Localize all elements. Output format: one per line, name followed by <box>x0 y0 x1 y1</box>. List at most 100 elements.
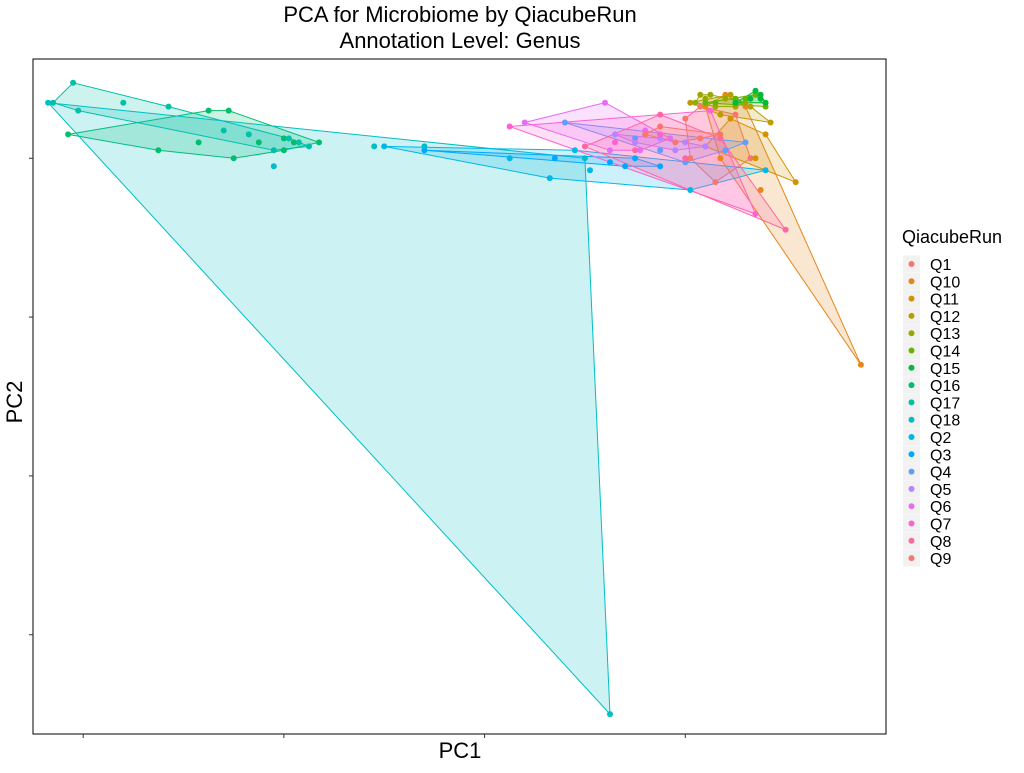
hull-q2 <box>384 145 766 191</box>
point-q9-2 <box>697 135 704 142</box>
point-q3-3 <box>657 163 664 170</box>
point-q4-0 <box>561 119 568 126</box>
legend-label-q10: Q10 <box>930 274 960 291</box>
point-q11-3 <box>762 131 769 138</box>
data-points <box>45 79 864 718</box>
legend-key-q13 <box>908 330 915 337</box>
point-q8-1 <box>581 143 588 150</box>
point-q2-2 <box>546 175 553 182</box>
point-q16-8 <box>205 107 212 114</box>
point-q17-9 <box>220 127 227 134</box>
point-q17-7 <box>306 143 312 150</box>
point-q13-6 <box>692 99 699 106</box>
legend-key-q8 <box>908 537 915 544</box>
legend-label-q3: Q3 <box>930 447 951 464</box>
point-q9-4 <box>642 131 649 138</box>
point-q16-6 <box>195 139 202 146</box>
legend-label-q16: Q16 <box>930 378 960 395</box>
point-q15-4 <box>732 99 739 106</box>
chart-subtitle: Annotation Level: Genus <box>340 28 581 53</box>
point-q13-1 <box>707 91 714 98</box>
point-q16-4 <box>230 155 237 162</box>
point-q16-5 <box>155 147 162 154</box>
legend-label-q12: Q12 <box>930 309 960 326</box>
point-q1-2 <box>747 155 754 162</box>
point-q17-6 <box>295 139 302 146</box>
point-q15-5 <box>757 95 764 102</box>
point-q3-5 <box>632 155 639 162</box>
point-q10-5 <box>757 187 764 193</box>
point-q5-0 <box>612 131 618 138</box>
legend-label-q1: Q1 <box>930 257 951 274</box>
point-q16-0 <box>65 131 72 138</box>
point-q2-3 <box>687 187 694 193</box>
legend-label-q7: Q7 <box>930 517 951 534</box>
hull-q7 <box>509 110 757 215</box>
point-q16-2 <box>316 139 322 146</box>
point-q6-1 <box>602 99 608 106</box>
legend-key-q5 <box>908 485 915 492</box>
point-q17-4 <box>165 103 172 110</box>
legend-key-q2 <box>908 434 915 440</box>
point-q3-2 <box>622 163 629 170</box>
point-q8-2 <box>657 111 664 118</box>
legend-key-q10 <box>908 278 915 285</box>
legend-key-q4 <box>908 468 915 475</box>
legend-key-q17 <box>908 399 915 406</box>
point-q17-5 <box>285 135 292 142</box>
point-q11-2 <box>727 115 734 122</box>
point-q2-0 <box>381 143 388 150</box>
point-q1-0 <box>682 115 689 122</box>
point-q17-2 <box>75 107 82 114</box>
point-q6-0 <box>521 119 528 126</box>
point-q6-5 <box>607 147 613 154</box>
point-q13-0 <box>697 91 704 98</box>
legend: QiacubeRun Q1Q10Q11Q12Q13Q14Q15Q16Q17Q18… <box>902 227 1002 568</box>
point-q17-0 <box>70 79 77 86</box>
point-q16-3 <box>280 147 287 154</box>
point-q17-3 <box>120 99 127 106</box>
chart-title: PCA for Microbiome by QiacubeRun <box>283 2 636 27</box>
point-q1-1 <box>712 179 719 186</box>
legend-key-q7 <box>908 520 915 527</box>
point-q14-4 <box>712 99 719 106</box>
point-q18-1 <box>607 711 613 718</box>
y-axis-label: PC2 <box>2 381 27 424</box>
legend-label-q5: Q5 <box>930 482 951 499</box>
legend-key-q16 <box>908 382 915 389</box>
point-q2-6 <box>571 147 578 154</box>
point-q9-3 <box>672 139 679 146</box>
point-q8-5 <box>632 147 639 154</box>
point-q18-5 <box>270 163 277 170</box>
point-q12-4 <box>717 111 724 118</box>
point-q17-8 <box>245 131 252 138</box>
legend-key-q14 <box>908 347 915 354</box>
point-q8-0 <box>782 226 789 233</box>
point-q1-5 <box>687 155 694 162</box>
point-q12-3 <box>747 103 754 110</box>
point-q2-4 <box>762 167 769 174</box>
point-q15-2 <box>762 99 769 106</box>
point-q7-4 <box>612 139 618 146</box>
legend-label-q9: Q9 <box>930 551 951 568</box>
legend-key-q18 <box>908 416 915 423</box>
hull-q18 <box>46 102 611 716</box>
point-q4-2 <box>722 147 729 154</box>
point-q7-2 <box>707 107 714 114</box>
point-q11-0 <box>792 179 799 186</box>
point-q17-1 <box>50 99 57 106</box>
point-q10-4 <box>717 155 724 162</box>
legend-label-q2: Q2 <box>930 430 951 447</box>
point-q9-1 <box>717 131 724 138</box>
point-q6-3 <box>667 135 674 142</box>
legend-label-q14: Q14 <box>930 344 960 361</box>
legend-items: Q1Q10Q11Q12Q13Q14Q15Q16Q17Q18Q2Q3Q4Q5Q6Q… <box>903 255 960 568</box>
legend-label-q13: Q13 <box>930 326 960 343</box>
point-q1-4 <box>697 103 704 110</box>
cluster-hulls <box>46 82 862 716</box>
point-q5-2 <box>702 143 709 150</box>
point-q14-5 <box>742 95 749 102</box>
point-q15-0 <box>752 87 759 94</box>
point-q10-0 <box>857 361 864 368</box>
